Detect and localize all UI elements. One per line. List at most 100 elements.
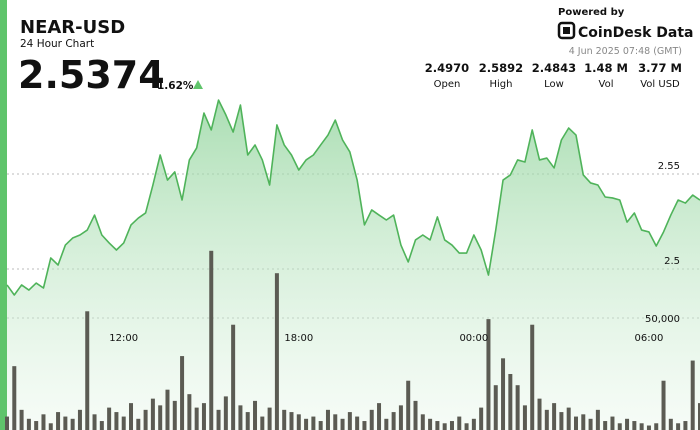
volume-bar (362, 421, 367, 430)
y-tick-label: 2.55 (658, 161, 680, 172)
x-tick-label: 00:00 (459, 333, 488, 344)
volume-bar (610, 416, 615, 430)
volume-bar (420, 414, 425, 430)
volume-bar (34, 421, 39, 430)
volume-bar (12, 366, 17, 430)
volume-bar (391, 412, 396, 430)
stat-label: Low (544, 79, 564, 90)
volume-bar (318, 421, 323, 430)
volume-bar (114, 412, 119, 430)
volume-bar (325, 409, 330, 430)
volume-bar (479, 407, 484, 430)
volume-bar (683, 421, 688, 430)
volume-bar (595, 409, 600, 430)
volume-bar (435, 421, 440, 430)
volume-bar (267, 407, 272, 430)
volume-bar (347, 412, 352, 430)
volume-bar (48, 423, 53, 430)
volume-bar (231, 324, 236, 430)
volume-bar (501, 358, 506, 430)
volume-bar (428, 418, 433, 430)
y2-tick-label: 50,000 (645, 314, 680, 325)
volume-bar (194, 407, 199, 430)
volume-bar (515, 385, 520, 430)
volume-bar (129, 403, 134, 430)
volume-bar (238, 405, 243, 430)
volume-bar (646, 425, 651, 430)
stat-value: 2.4843 (532, 61, 576, 75)
stats: 2.4970 Open 2.5892 High 2.4843 Low 1.48 M Vol 3.… (425, 61, 682, 90)
stat-label: High (490, 79, 513, 90)
stat-value: 2.5892 (479, 61, 523, 75)
volume-bar (661, 380, 666, 430)
x-tick-label: 12:00 (109, 333, 138, 344)
volume-bar (216, 409, 221, 430)
volume-bar (442, 423, 447, 430)
volume-bar (333, 414, 338, 430)
volume-bar (77, 409, 82, 430)
volume-bar (544, 409, 549, 430)
volume-bar (56, 412, 61, 430)
volume-bar (625, 418, 630, 430)
volume-bar (639, 423, 644, 430)
volume-bar (136, 418, 141, 430)
stat-value: 2.4970 (425, 61, 469, 75)
volume-bar (581, 414, 586, 430)
volume-bar (493, 385, 498, 430)
x-tick-label: 06:00 (635, 333, 664, 344)
subtitle: 24 Hour Chart (20, 38, 94, 50)
volume-bar (304, 418, 309, 430)
volume-bar (654, 423, 659, 430)
price-area (7, 100, 700, 430)
volume-bar (406, 380, 411, 430)
volume-bar (289, 412, 294, 430)
volume-bar (209, 250, 214, 430)
volume-bar (311, 416, 316, 430)
volume-bar (245, 412, 250, 430)
volume-bar (559, 412, 564, 430)
stat-label: Vol (599, 79, 614, 90)
volume-bar (413, 400, 418, 430)
volume-bar (158, 405, 163, 430)
volume-bar (617, 423, 622, 430)
volume-bar (187, 394, 192, 430)
stat-label: Vol USD (640, 79, 680, 90)
volume-bar (5, 416, 9, 430)
volume-bar (165, 389, 170, 430)
volume-bar (537, 398, 542, 430)
stat-label: Open (434, 79, 461, 90)
accent-bar (0, 0, 7, 430)
stat-value: 3.77 M (638, 61, 682, 75)
volume-bar (19, 409, 24, 430)
volume-bar (486, 319, 491, 430)
stat-value: 1.48 M (584, 61, 628, 75)
volume-bar (150, 398, 155, 430)
volume-bar (282, 409, 287, 430)
volume-bar (449, 421, 454, 430)
volume-bar (573, 416, 578, 430)
volume-bar (296, 414, 301, 430)
brand-logo (557, 21, 576, 40)
title: NEAR-USD (20, 17, 125, 38)
volume-bar (398, 405, 403, 430)
volume-bar (632, 421, 637, 430)
volume-bar (471, 418, 476, 430)
volume-bar (530, 324, 535, 430)
volume-bar (107, 407, 112, 430)
volume-bar (369, 409, 374, 430)
volume-bar (668, 418, 673, 430)
plot: 2.5 2.55 50,000 12:00 18:00 00:00 06:00 (5, 99, 700, 430)
price: 2.5374 (18, 53, 165, 97)
volume-bar (508, 374, 513, 430)
volume-bar (201, 403, 206, 430)
volume-bar (26, 418, 31, 430)
volume-bar (41, 414, 46, 430)
volume-bar (355, 416, 360, 430)
volume-bar (690, 360, 695, 430)
volume-bar (253, 400, 258, 430)
volume-bar (121, 416, 126, 430)
volume-bar (676, 423, 681, 430)
y-tick-label: 2.5 (664, 256, 680, 267)
volume-bar (464, 423, 469, 430)
